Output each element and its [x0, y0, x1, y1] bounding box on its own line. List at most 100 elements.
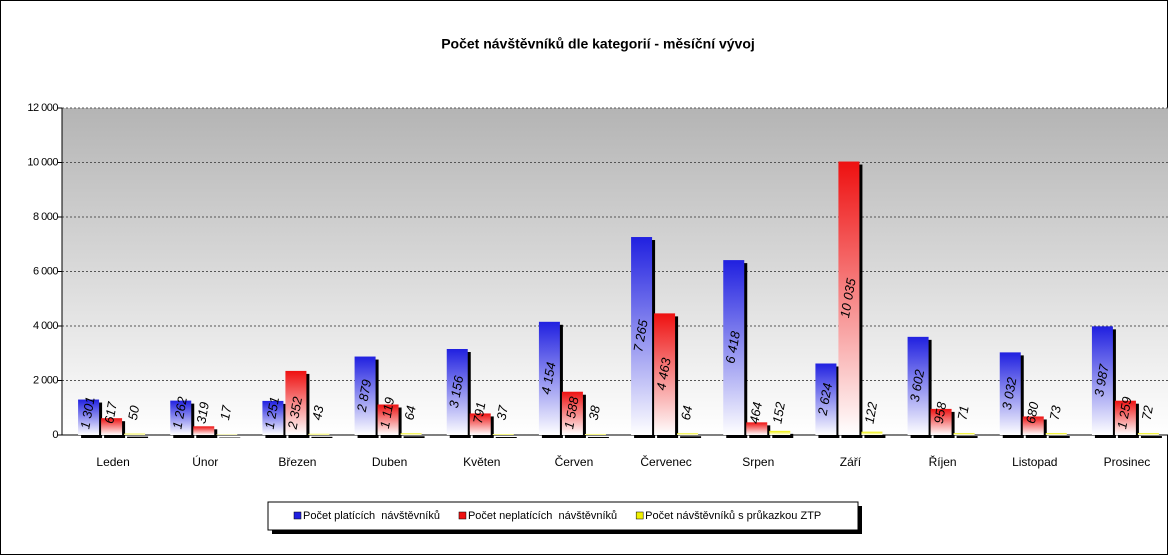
bar-shadow: [1048, 436, 1070, 438]
bar-shadow: [772, 433, 794, 438]
data-label: 37: [494, 404, 511, 422]
data-label: 1 251: [262, 395, 282, 430]
data-label: 4 154: [538, 361, 558, 396]
bar: [101, 418, 123, 435]
bar: [953, 433, 975, 435]
x-tick-label: Srpen: [742, 455, 774, 469]
bar: [78, 399, 100, 435]
data-label: 3 156: [446, 374, 467, 409]
x-tick-label: Červenec: [640, 454, 691, 469]
x-tick-label: Březen: [278, 455, 316, 469]
bar-shadow: [956, 436, 978, 438]
x-tick-label: Únor: [192, 454, 218, 469]
data-label: 958: [931, 400, 950, 425]
y-tick-label: 4 000: [33, 320, 58, 332]
data-label: 617: [101, 400, 120, 425]
data-label: 464: [746, 401, 765, 425]
bar: [861, 431, 883, 435]
data-label: 1 119: [377, 396, 397, 430]
bar-shadow: [1140, 436, 1162, 438]
y-tick-label: 6 000: [33, 265, 58, 277]
bar: [124, 433, 146, 435]
data-label: 38: [586, 404, 603, 422]
data-label: 3 602: [907, 368, 928, 403]
data-label: 6 418: [722, 329, 743, 364]
x-tick-label: Červen: [555, 454, 594, 469]
bar-shadow: [495, 436, 517, 438]
data-label: 7 265: [630, 318, 651, 353]
x-tick-label: Květen: [463, 455, 500, 469]
bar: [193, 426, 215, 435]
y-tick-label: 0: [52, 429, 58, 441]
x-tick-label: Leden: [96, 455, 129, 469]
bar: [377, 404, 399, 435]
bar-shadow: [864, 434, 886, 438]
bar: [1045, 433, 1067, 435]
bar: [170, 400, 192, 435]
bar: [769, 430, 791, 435]
bar: [469, 413, 491, 435]
x-tick-label: Říjen: [929, 454, 957, 469]
data-label: 71: [954, 404, 971, 421]
y-tick-label: 8 000: [33, 211, 58, 223]
bar: [746, 422, 768, 435]
bar: [907, 336, 929, 435]
data-label: 122: [862, 400, 881, 425]
legend-label: Počet neplatících návštěvníků: [468, 510, 617, 522]
x-tick-label: Listopad: [1012, 455, 1057, 469]
y-tick-label: 2 000: [33, 374, 58, 386]
legend-label: Počet platících návštěvníků: [303, 510, 440, 522]
bar: [654, 313, 676, 435]
bar: [1091, 326, 1113, 435]
data-label: 2 352: [284, 395, 305, 431]
bar: [308, 433, 330, 435]
x-tick-label: Prosinec: [1104, 455, 1151, 469]
bar: [999, 352, 1021, 435]
data-label: 64: [401, 404, 418, 421]
bar: [446, 348, 468, 435]
legend-swatch: [458, 511, 467, 520]
bar: [561, 391, 583, 435]
bar: [584, 433, 606, 435]
bar: [285, 370, 307, 435]
data-label: 2 624: [814, 382, 835, 418]
data-label: 64: [678, 404, 695, 421]
data-label: 72: [1139, 404, 1156, 422]
bar: [677, 433, 699, 435]
bar-shadow: [403, 436, 425, 438]
bar: [723, 260, 745, 435]
bar-shadow: [587, 436, 609, 438]
chart-title: Počet návštěvníků dle kategorií - měsíčn…: [441, 36, 755, 52]
bar-shadow: [680, 436, 702, 438]
data-label: 50: [125, 404, 142, 422]
bar: [262, 400, 284, 435]
x-tick-label: Září: [840, 455, 862, 469]
legend-label: Počet návštěvníků s průkazkou ZTP: [645, 510, 821, 522]
y-tick-label: 12 000: [27, 102, 58, 114]
bar: [492, 433, 514, 435]
bar: [815, 363, 837, 435]
data-label: 4 463: [653, 356, 674, 391]
bar: [354, 356, 376, 435]
bar: [400, 433, 422, 435]
bar: [1114, 400, 1136, 435]
bar-shadow: [311, 436, 333, 438]
bar-shadow: [127, 436, 149, 438]
bar: [930, 408, 952, 435]
data-label: 1 262: [169, 395, 190, 430]
x-tick-label: Duben: [372, 455, 407, 469]
data-label: 1 301: [77, 395, 97, 430]
data-label: 73: [1047, 404, 1064, 422]
data-label: 2 879: [354, 378, 375, 414]
bar: [1137, 433, 1159, 435]
data-label: 152: [769, 400, 788, 425]
bar: [1022, 416, 1044, 435]
data-label: 3 032: [999, 375, 1020, 410]
legend-swatch: [635, 511, 644, 520]
y-tick-label: 10 000: [27, 156, 58, 168]
data-label: 319: [193, 401, 212, 425]
bar: [838, 161, 860, 435]
data-label: 791: [470, 401, 489, 425]
data-label: 17: [217, 404, 234, 422]
